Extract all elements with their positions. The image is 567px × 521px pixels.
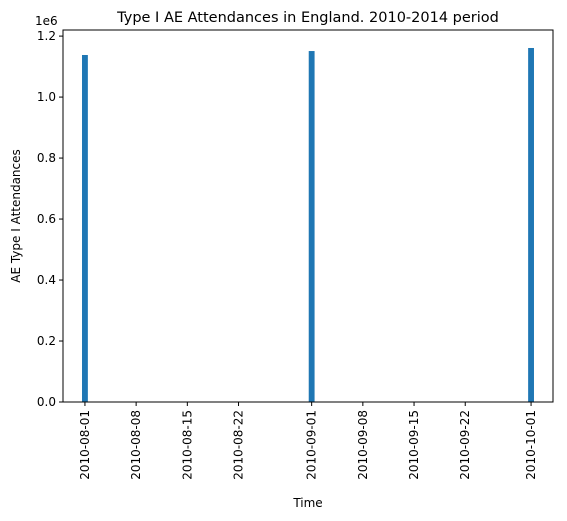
chart-title: Type I AE Attendances in England. 2010-2… — [116, 10, 499, 26]
y-tick-label: 1.0 — [37, 90, 56, 104]
y-tick-label: 0.8 — [37, 151, 56, 165]
y-axis-label: AE Type I Attendances — [9, 149, 23, 283]
bars-layer — [82, 47, 534, 403]
bar-2010-08-01 — [82, 55, 88, 402]
x-tick-label: 2010-09-22 — [458, 410, 472, 480]
x-tick-label: 2010-08-01 — [78, 410, 92, 480]
y-tick-label: 0.6 — [37, 212, 56, 226]
y-tick-label: 0.0 — [37, 395, 56, 409]
y-tick-label: 0.2 — [37, 334, 56, 348]
x-tick-label: 2010-08-22 — [232, 410, 246, 480]
y-axis-offset-label: 1e6 — [35, 14, 58, 28]
bar-2010-09-01 — [308, 51, 315, 402]
y-tick-label: 0.4 — [37, 273, 56, 287]
x-axis-label: Time — [292, 496, 322, 510]
x-tick-label: 2010-08-08 — [129, 410, 143, 480]
x-tick-label: 2010-09-08 — [356, 410, 370, 480]
y-tick-label: 1.2 — [37, 29, 56, 43]
x-tick-label: 2010-09-15 — [407, 410, 421, 480]
bar-2010-10-01 — [528, 47, 534, 403]
y-axis: 0.0 0.2 0.4 0.6 0.8 1.0 1.2 — [37, 29, 63, 409]
plot-frame — [62, 29, 554, 403]
x-tick-label: 2010-08-15 — [180, 410, 194, 480]
x-axis: 2010-08-01 2010-08-08 2010-08-15 2010-08-22… — [78, 402, 538, 480]
x-tick-label: 2010-09-01 — [305, 410, 319, 480]
x-tick-label: 2010-10-01 — [524, 410, 538, 480]
